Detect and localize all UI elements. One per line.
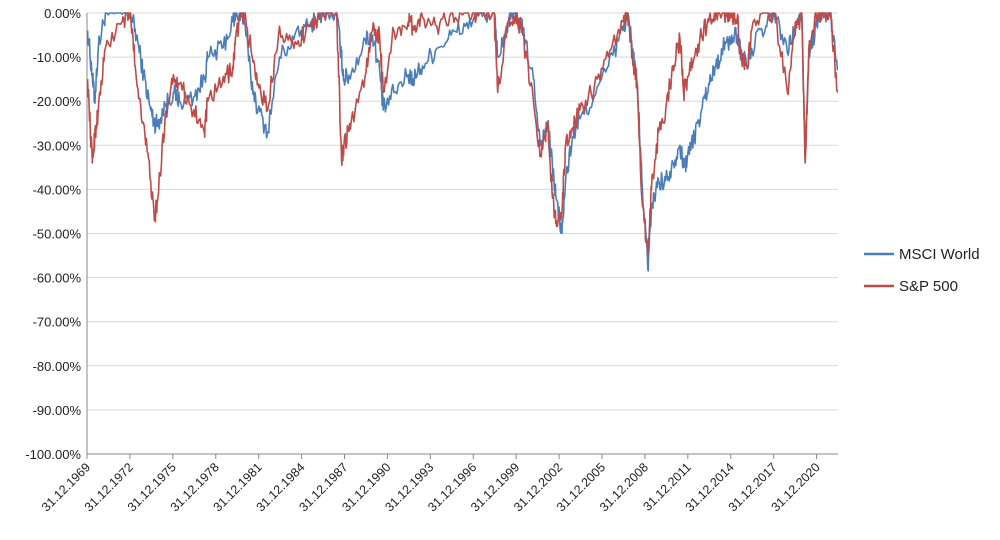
y-tick-label: -80.00% (33, 359, 82, 374)
y-tick-label: -30.00% (33, 138, 82, 153)
y-tick-label: 0.00% (44, 6, 81, 21)
y-tick-label: -40.00% (33, 182, 82, 197)
series-lines (86, 12, 839, 272)
y-tick-label: -60.00% (33, 271, 82, 286)
legend-label: S&P 500 (899, 278, 958, 295)
y-tick-label: -10.00% (33, 50, 82, 65)
y-tick-label: -90.00% (33, 403, 82, 418)
y-tick-label: -50.00% (33, 227, 82, 242)
y-axis-ticks: 0.00% -10.00% -20.00% -30.00% -40.00% -50.00%… (25, 6, 81, 462)
x-axis-ticks: 31.12.196931.12.197231.12.197531.12.1978… (39, 454, 823, 514)
y-tick-label: -20.00% (33, 94, 82, 109)
y-tick-label: -100.00% (25, 447, 81, 462)
series-line-sp500 (86, 12, 839, 257)
gridlines (87, 12, 838, 455)
axes (86, 13, 838, 455)
y-tick-label: -70.00% (33, 315, 82, 330)
legend-label: MSCI World (899, 246, 980, 263)
legend: MSCI World S&P 500 (864, 246, 980, 295)
series-line-msci-world (86, 12, 839, 272)
